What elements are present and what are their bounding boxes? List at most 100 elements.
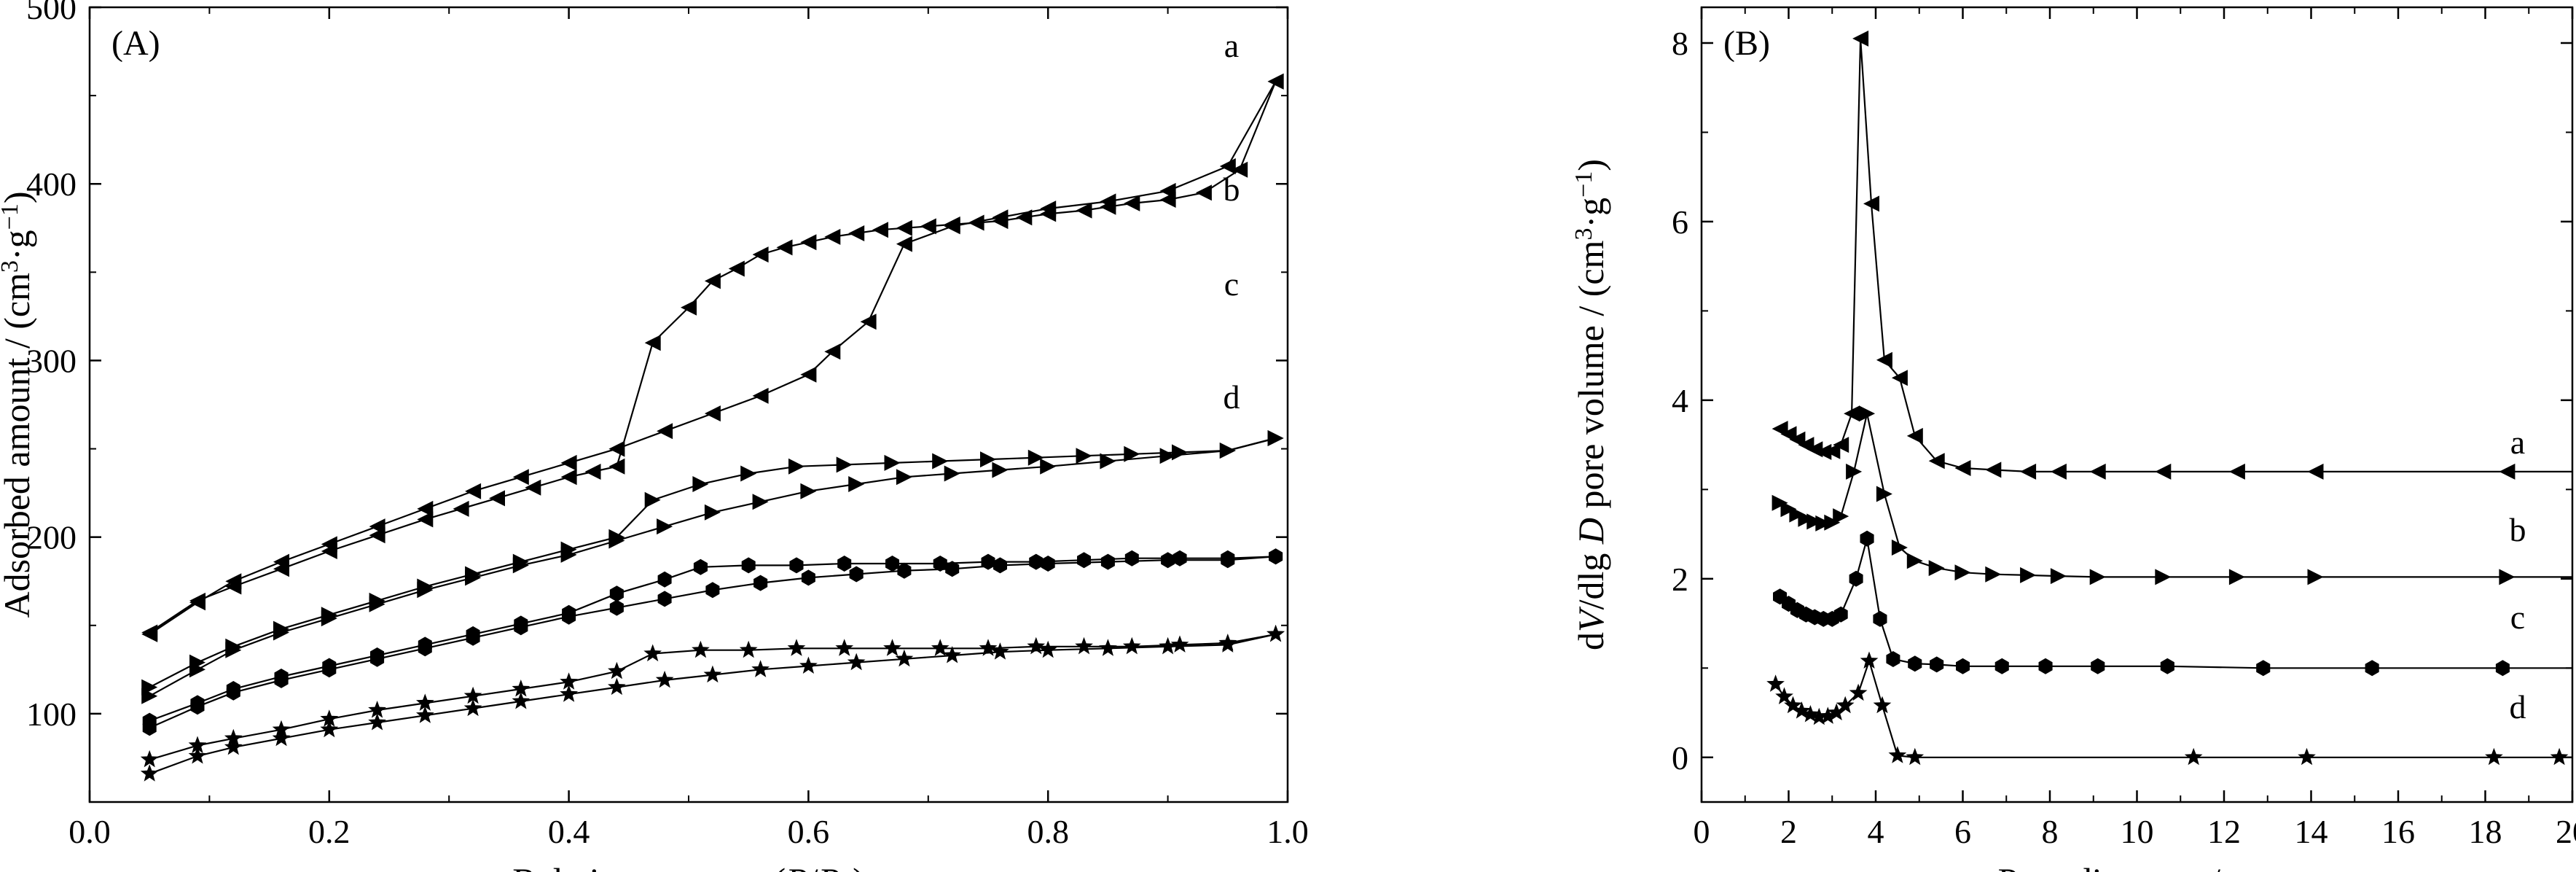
series-b-point xyxy=(752,494,769,510)
series-a-point xyxy=(1824,443,1841,459)
series-d-point xyxy=(512,680,531,697)
series-c-point xyxy=(418,637,432,653)
x-tick-label: 0.4 xyxy=(548,813,590,850)
series-a-point xyxy=(681,299,697,316)
series-d-point xyxy=(1793,701,1811,719)
series-d-point xyxy=(847,653,866,671)
series-a-point xyxy=(824,343,841,360)
series-d-point xyxy=(1784,696,1802,714)
series-a-point xyxy=(1844,405,1860,422)
series-label-a: a xyxy=(2510,424,2525,461)
series-d-point xyxy=(943,646,961,663)
series-a-curve-line xyxy=(1780,38,2572,473)
series-c-point xyxy=(657,591,672,607)
series-b-point xyxy=(2307,569,2324,585)
series-a-point xyxy=(944,216,960,233)
series-b-point xyxy=(2089,569,2106,585)
series-a-point xyxy=(1100,198,1116,215)
series-a-point xyxy=(225,578,242,595)
series-d-point xyxy=(1801,705,1820,723)
series-a-point xyxy=(1195,184,1212,201)
series-d-point xyxy=(188,747,207,764)
series-b-point xyxy=(1824,514,1841,531)
series-a-point xyxy=(1016,209,1033,226)
series-label-a: a xyxy=(1224,27,1239,64)
series-c-point xyxy=(1029,553,1044,570)
panel-label: (A) xyxy=(111,24,160,63)
series-c-point xyxy=(993,557,1007,574)
series-a-point xyxy=(465,483,482,499)
x-tick-label: 10 xyxy=(2121,813,2154,850)
x-tick-label: 0.8 xyxy=(1027,813,1069,850)
series-b-point xyxy=(1815,515,1832,532)
series-c-point xyxy=(514,615,528,632)
series-b-point xyxy=(1027,449,1044,466)
series-d-point xyxy=(416,706,434,723)
x-tick-label: 18 xyxy=(2469,813,2502,850)
series-d-point xyxy=(224,728,243,747)
series-b-point xyxy=(1798,510,1814,527)
series-c: c xyxy=(1773,530,2572,677)
series-d-adsorption-line xyxy=(149,633,1276,775)
series-d-point xyxy=(1766,674,1785,692)
series-b-point xyxy=(1267,430,1284,446)
series-a-point xyxy=(920,218,936,235)
y-axis-title: Adsorbed amount / (cm3·g−1) xyxy=(0,191,37,618)
x-tick-label: 4 xyxy=(1868,813,1884,850)
series-c-point xyxy=(705,582,720,599)
series-d-point xyxy=(140,764,159,782)
series-c-point xyxy=(849,566,864,583)
series-b-point xyxy=(788,458,804,475)
series-c-point xyxy=(226,681,240,697)
series-a-point xyxy=(2307,463,2324,480)
series-c-point xyxy=(885,556,899,572)
series-a-point xyxy=(2499,463,2516,480)
series-b-point xyxy=(1100,453,1116,470)
series-a-point xyxy=(489,490,505,507)
series-d-point xyxy=(1849,683,1868,701)
series-c-point xyxy=(801,569,815,586)
y-tick-label: 200 xyxy=(26,519,77,556)
panel-a-isotherms: 0.0 0.2 0.4 0.6 0.8 1.0 100 200 300 400 500 Relativ… xyxy=(0,0,1309,872)
series-d-point xyxy=(2485,747,2503,766)
series-a: a xyxy=(141,27,1284,642)
series-b-point xyxy=(1928,560,1945,577)
series-b-point xyxy=(2155,569,2172,585)
series-b-point xyxy=(2228,569,2245,585)
series-c-point xyxy=(190,695,205,712)
series-c-point xyxy=(1100,553,1115,570)
series-c-point xyxy=(2091,658,2105,674)
series-b-point xyxy=(608,529,625,545)
series-d-point xyxy=(1122,637,1141,655)
series-c-point xyxy=(370,647,385,663)
x-tick-label: 0 xyxy=(1694,813,1710,850)
series-a-point xyxy=(824,228,841,245)
series-a-point xyxy=(1833,437,1849,453)
series-b-point xyxy=(2050,568,2067,585)
y-tick-label: 2 xyxy=(1672,561,1688,598)
series-c-point xyxy=(1833,606,1848,623)
series-a-point xyxy=(896,219,912,236)
series-d-point xyxy=(692,640,710,658)
series-d-point xyxy=(1810,707,1828,725)
series-d-point xyxy=(320,720,339,738)
series-a: a xyxy=(1772,30,2572,480)
series-c-point xyxy=(2495,660,2510,677)
series-c-point xyxy=(1860,530,1874,547)
x-tick-label: 0.6 xyxy=(788,813,830,850)
series-b-point xyxy=(692,476,709,492)
series-d-point xyxy=(560,672,578,690)
series-c-point xyxy=(1886,651,1900,667)
y-tick-label: 400 xyxy=(26,166,77,203)
x-tick-label: 2 xyxy=(1780,813,1797,850)
series-d-point xyxy=(1027,637,1046,655)
series-a-point xyxy=(2089,463,2106,480)
series-b-point xyxy=(417,578,434,595)
x-axis-title: Relative pressure (P/P0) xyxy=(512,860,865,872)
series-d-point xyxy=(1170,635,1189,653)
series-a-point xyxy=(728,260,745,277)
series-b-point xyxy=(1954,564,1971,581)
series-a-point xyxy=(872,222,888,238)
series-a-point xyxy=(1124,195,1140,211)
y-axis-title: dV/dlg D pore volume / (cm3·g−1) xyxy=(1570,159,1611,650)
